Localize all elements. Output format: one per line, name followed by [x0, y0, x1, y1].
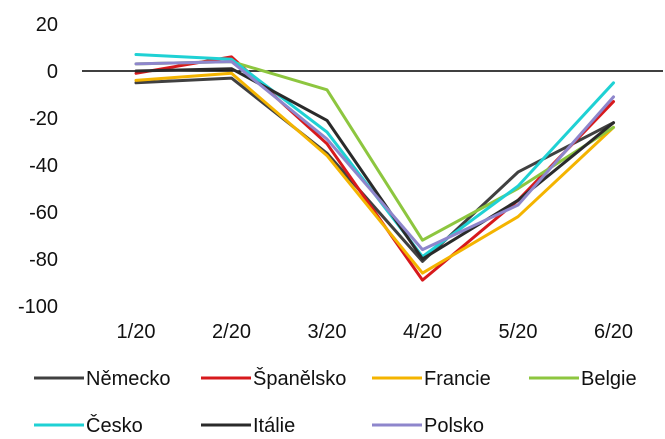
x-tick-label: 3/20 — [308, 321, 347, 343]
y-tick-label: 0 — [47, 61, 58, 83]
legend-label: Španělsko — [253, 367, 346, 390]
legend-item-polsko: Polsko — [372, 415, 484, 437]
legend-label: Itálie — [253, 415, 295, 437]
series-line-spanelsko — [134, 55, 615, 282]
series-line-cesko — [134, 53, 615, 259]
series-lines — [134, 53, 615, 282]
x-tick-label: 6/20 — [594, 321, 633, 343]
y-tick-label: 20 — [36, 14, 58, 36]
series-line-nemecko — [134, 76, 615, 263]
x-tick-label: 2/20 — [212, 321, 251, 343]
legend-item-spanelsko: Španělsko — [201, 367, 346, 390]
y-tick-label: -100 — [18, 296, 58, 318]
y-tick-label: -60 — [29, 202, 58, 224]
legend-item-nemecko: Německo — [34, 368, 170, 390]
y-tick-label: -40 — [29, 155, 58, 177]
legend-item-cesko: Česko — [34, 414, 143, 437]
x-tick-label: 1/20 — [117, 321, 156, 343]
legend-label: Francie — [424, 368, 491, 390]
y-axis-ticks: 20 0 -20 -40 -60 -80 -100 — [18, 14, 58, 318]
x-axis-ticks: 1/20 2/20 3/20 4/20 5/20 6/20 — [117, 321, 633, 343]
legend-label: Německo — [86, 368, 170, 390]
x-tick-label: 4/20 — [403, 321, 442, 343]
x-tick-label: 5/20 — [499, 321, 538, 343]
legend-item-francie: Francie — [372, 368, 491, 390]
legend-label: Belgie — [581, 368, 637, 390]
legend: Německo Španělsko Francie Belgie Česko Itálie… — [34, 367, 637, 437]
series-line-polsko — [134, 60, 615, 252]
y-tick-label: -80 — [29, 249, 58, 271]
y-tick-label: -20 — [29, 108, 58, 130]
series-line-francie — [134, 71, 615, 275]
legend-item-belgie: Belgie — [529, 368, 637, 390]
legend-item-italie: Itálie — [201, 415, 295, 437]
legend-label: Česko — [86, 414, 143, 437]
legend-label: Polsko — [424, 415, 484, 437]
